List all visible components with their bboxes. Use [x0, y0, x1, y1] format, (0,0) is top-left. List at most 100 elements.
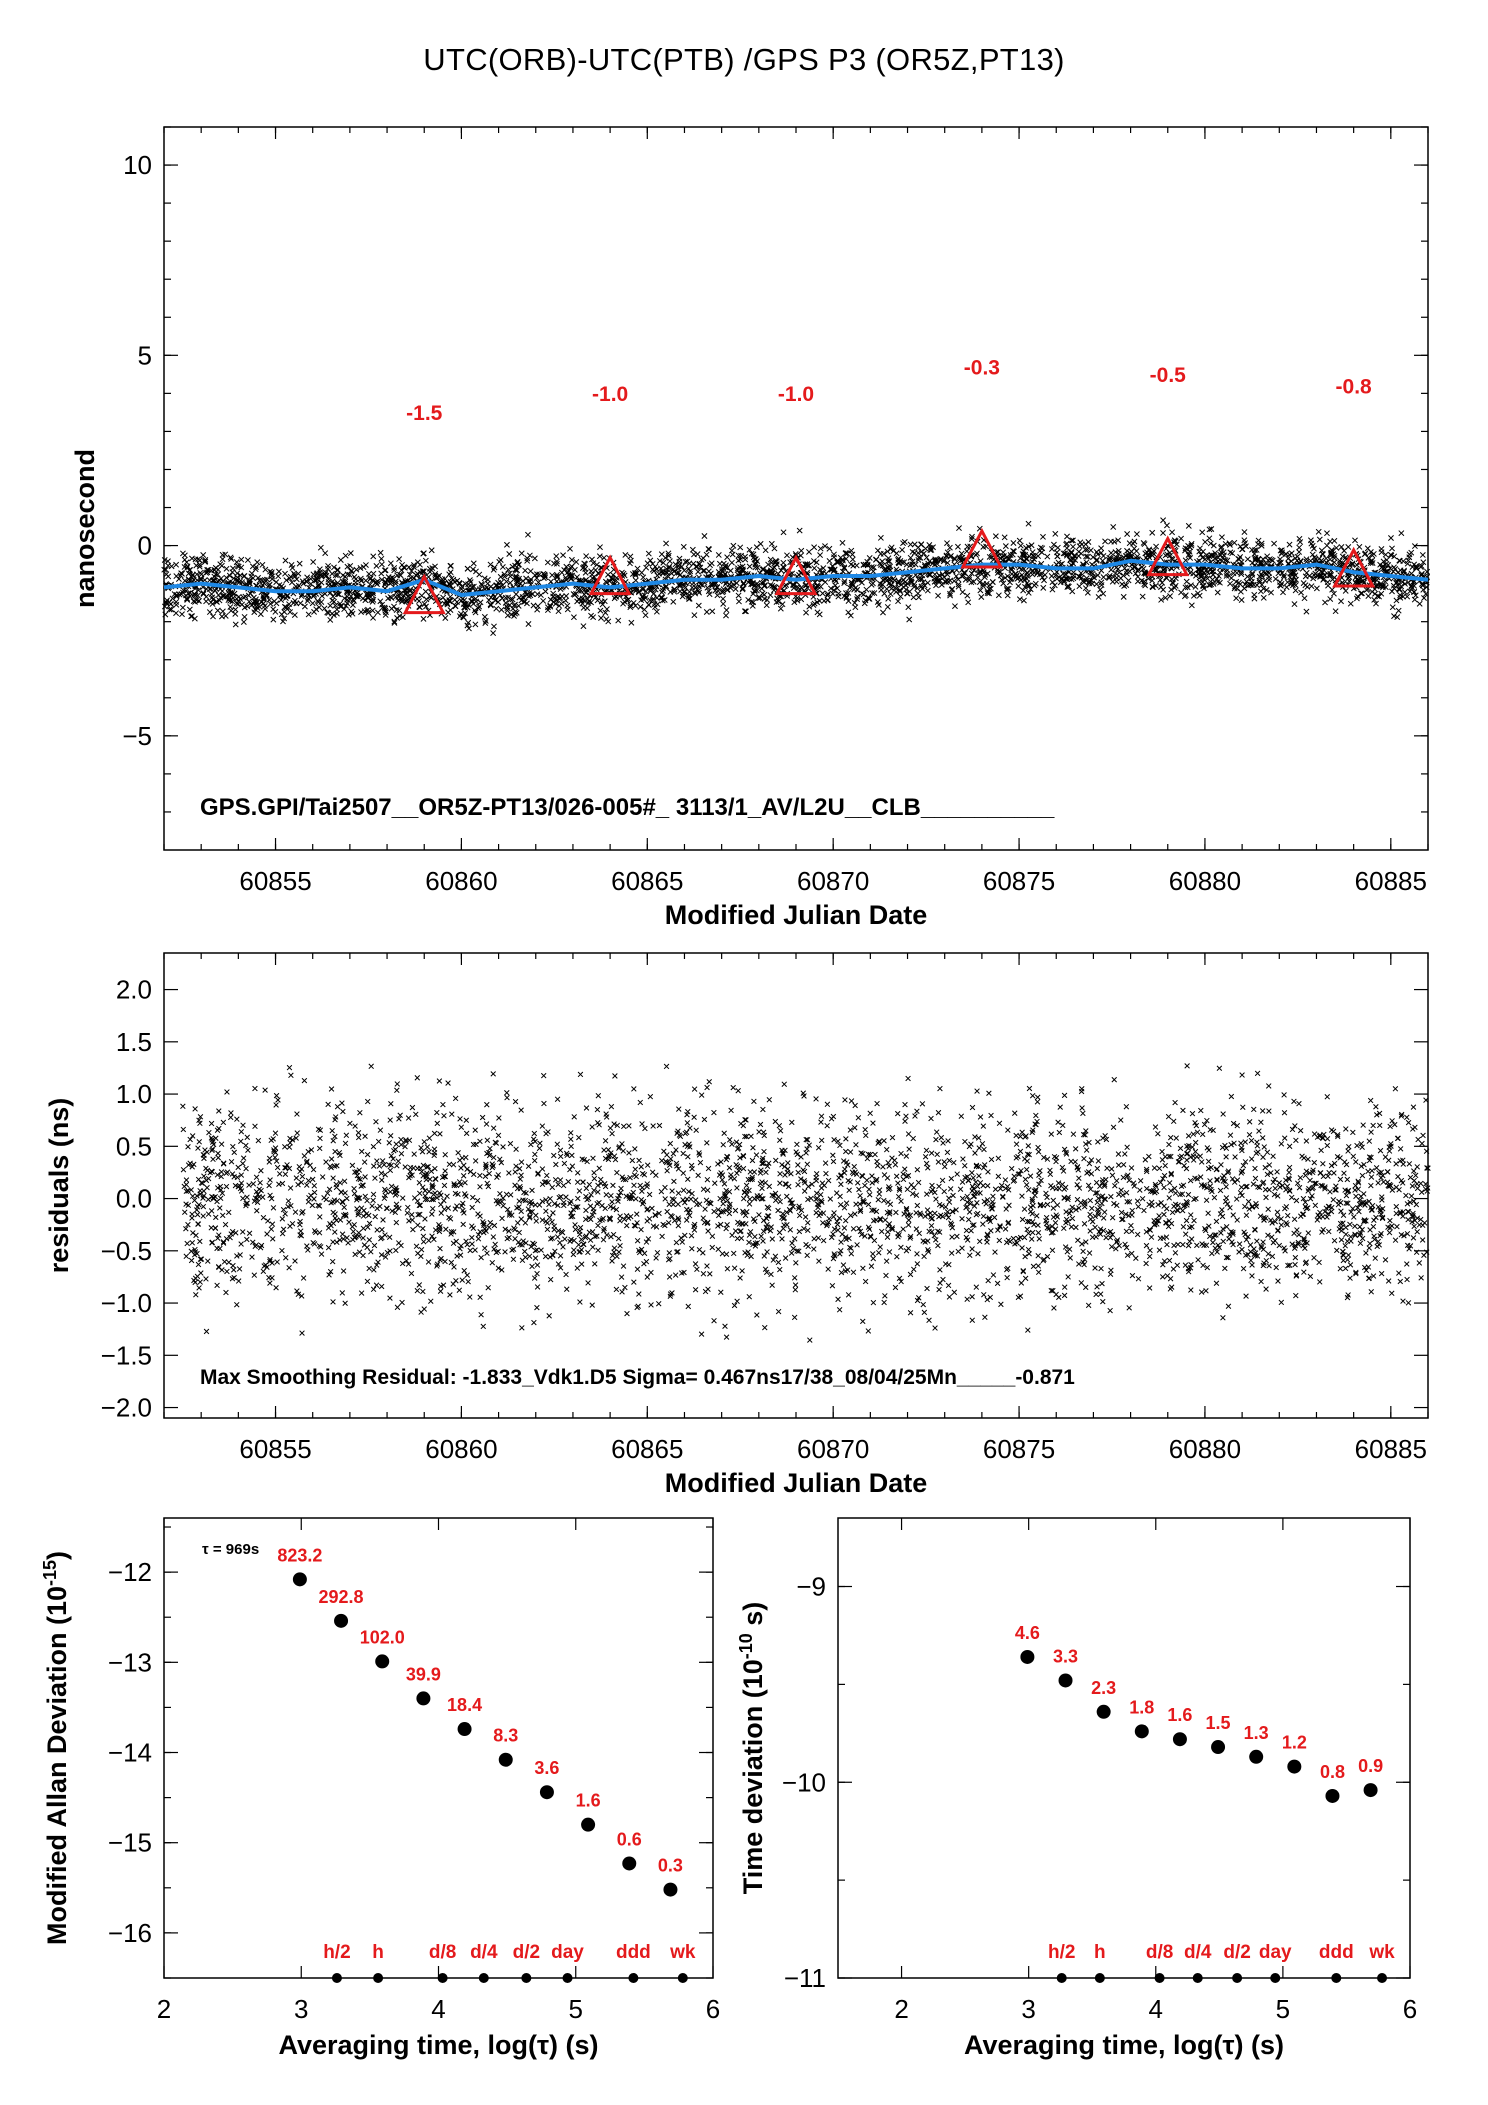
- data-point: [893, 550, 900, 557]
- data-point: [1158, 596, 1165, 603]
- data-point: [791, 1314, 798, 1321]
- data-point: [567, 572, 574, 579]
- data-point: [757, 540, 764, 547]
- data-point: [531, 1275, 538, 1281]
- data-point: [1015, 583, 1022, 590]
- data-point: [192, 1106, 198, 1112]
- data-point: [1060, 550, 1067, 557]
- data-point: [1342, 1265, 1349, 1272]
- data-point: [975, 570, 982, 576]
- data-point: [1233, 595, 1240, 602]
- data-point: [958, 1113, 965, 1119]
- data-point: [1108, 549, 1115, 556]
- data-point: [912, 1113, 918, 1119]
- triangle-label: -0.5: [1150, 364, 1187, 387]
- data-point: [1331, 1237, 1338, 1244]
- data-point: [240, 619, 247, 626]
- data-point: [1357, 1240, 1364, 1247]
- data-point: [222, 612, 229, 619]
- data-point: [969, 1246, 975, 1252]
- data-point: [555, 608, 562, 615]
- data-point: [1179, 1207, 1186, 1214]
- data-point: [947, 592, 954, 599]
- data-point: [574, 1265, 581, 1271]
- data-point: [1316, 536, 1323, 543]
- data-point: [1401, 589, 1408, 596]
- data-point: [823, 1170, 829, 1177]
- data-point: [179, 550, 186, 557]
- data-point: [444, 601, 451, 608]
- data-point: [1223, 1154, 1229, 1160]
- data-point: [924, 587, 931, 594]
- data-point: [531, 1130, 538, 1137]
- data-point: [629, 1157, 636, 1164]
- data-point: [749, 1157, 756, 1164]
- data-point: [1418, 1275, 1424, 1281]
- data-point: [1262, 1164, 1269, 1171]
- data-point: [270, 616, 277, 623]
- data-point: [362, 1193, 369, 1200]
- data-point: [1147, 1247, 1153, 1254]
- data-point: [1044, 553, 1051, 560]
- x-tick-label: 60870: [797, 1434, 869, 1464]
- data-point: [192, 556, 199, 563]
- data-point: [1199, 529, 1206, 536]
- data-point: [1110, 524, 1117, 530]
- data-point: [767, 582, 774, 588]
- data-point: [777, 1198, 783, 1205]
- data-point: [240, 594, 247, 601]
- data-point: [751, 556, 758, 563]
- data-point: [1184, 1157, 1190, 1163]
- data-point: [553, 560, 560, 567]
- data-point: [1149, 529, 1156, 536]
- data-point: [583, 1207, 589, 1214]
- data-point: [995, 592, 1002, 599]
- data-point: [195, 598, 202, 604]
- data-point: [984, 590, 991, 597]
- data-point: [507, 579, 514, 586]
- data-point: [822, 543, 828, 550]
- data-point: [777, 1128, 784, 1134]
- data-point: [1253, 547, 1260, 553]
- data-point: [849, 551, 856, 558]
- y-tick-label: 1.5: [116, 1027, 152, 1057]
- data-point: [1048, 546, 1055, 552]
- data-point: [1241, 529, 1248, 536]
- data-point: [1207, 540, 1214, 547]
- data-point: [1387, 565, 1394, 572]
- data-point: [911, 549, 918, 556]
- data-point: [224, 1268, 230, 1275]
- data-point: [1084, 553, 1091, 560]
- data-point: [1024, 570, 1031, 577]
- data-point: [1347, 1275, 1353, 1281]
- data-point: [496, 1115, 502, 1121]
- data-point: [370, 1143, 377, 1150]
- data-point: [980, 543, 987, 550]
- data-point: [1356, 543, 1363, 550]
- x-axis-label: Modified Julian Date: [665, 1468, 928, 1498]
- data-point: [1109, 578, 1116, 585]
- data-point: [294, 1111, 300, 1117]
- data-point: [831, 551, 837, 558]
- data-point: [768, 540, 775, 547]
- data-point: [1120, 593, 1127, 600]
- data-point: [1387, 551, 1394, 558]
- data-point: [767, 592, 774, 599]
- data-point: [407, 588, 414, 595]
- data-point: [1272, 576, 1279, 582]
- data-point: [568, 1143, 574, 1150]
- data-point: [285, 1198, 292, 1204]
- data-point: [1056, 1129, 1063, 1136]
- data-point: [1100, 574, 1107, 581]
- data-point: [489, 1164, 496, 1171]
- data-point: [1016, 596, 1023, 603]
- data-point: [417, 561, 423, 568]
- data-point: [490, 1234, 497, 1240]
- data-point: [1416, 600, 1423, 607]
- data-point: [1049, 579, 1056, 586]
- data-point: [910, 1135, 916, 1142]
- data-point: [996, 1237, 1003, 1244]
- data-point: [228, 1110, 234, 1116]
- data-point: [214, 607, 221, 614]
- data-point: [505, 566, 512, 573]
